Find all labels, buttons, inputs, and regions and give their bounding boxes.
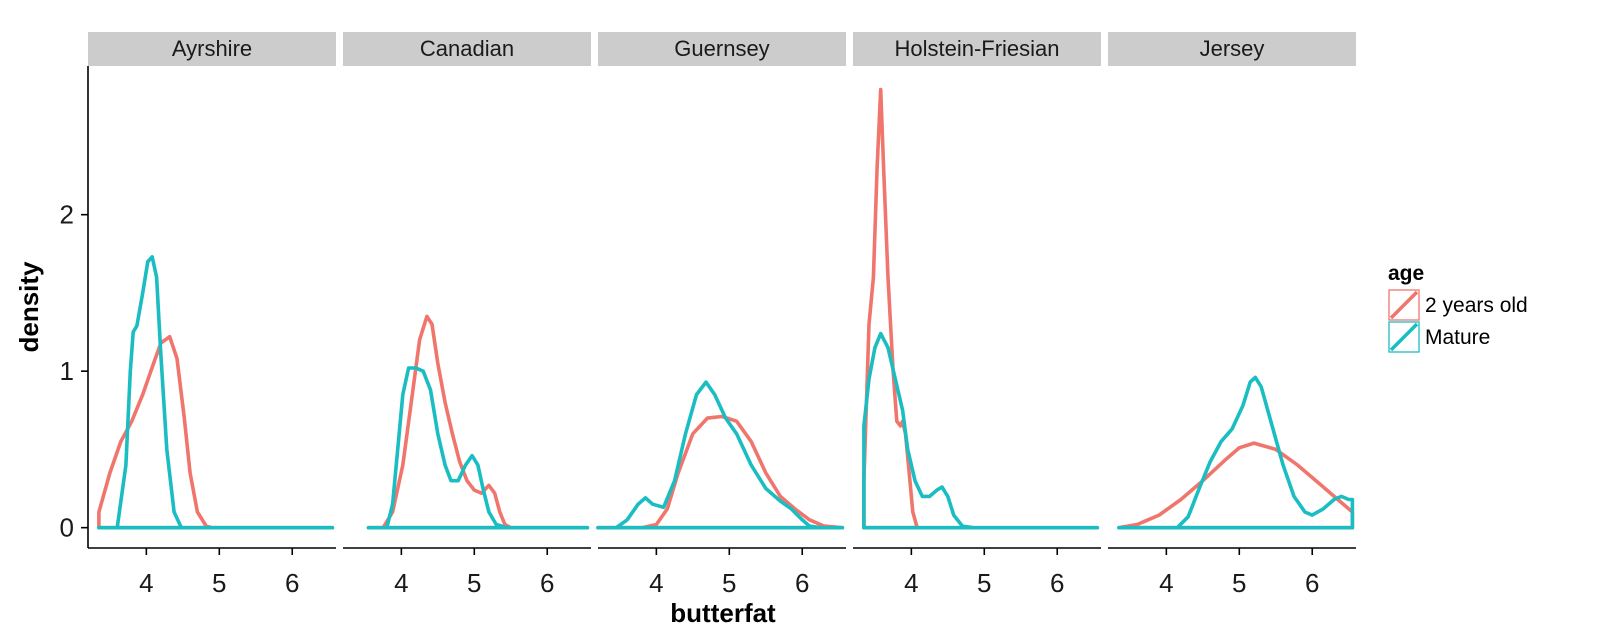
density-curve-mature — [97, 255, 335, 530]
legend-key-line — [1389, 290, 1419, 320]
facet-strip — [598, 32, 846, 66]
x-tick-label: 5 — [1232, 568, 1246, 598]
facet-holstein-friesian: Holstein-Friesian 4 5 6 — [853, 32, 1101, 598]
x-tick-label: 4 — [1159, 568, 1173, 598]
facet-strip — [88, 32, 336, 66]
facet-strip-label: Holstein-Friesian — [894, 36, 1059, 61]
x-tick-label: 5 — [977, 568, 991, 598]
y-tick-label: 1 — [60, 356, 74, 386]
legend-items: 2 years old Mature — [1388, 289, 1528, 353]
x-tick-label: 6 — [795, 568, 809, 598]
density-curve-2-years-old — [97, 334, 335, 530]
x-tick-label: 5 — [467, 568, 481, 598]
facet-ayrshire: Ayrshire 4 5 6 — [88, 32, 336, 598]
legend-item: Mature — [1388, 321, 1490, 353]
facet-jersey: Jersey 4 5 6 — [1108, 32, 1356, 598]
legend-title: age — [1388, 262, 1424, 285]
density-curve-2-years-old — [366, 314, 590, 530]
facet-strip-label: Guernsey — [674, 36, 769, 61]
density-curve-mature — [862, 331, 1100, 530]
x-tick-label: 6 — [1050, 568, 1064, 598]
x-tick-label: 4 — [904, 568, 918, 598]
y-tick-label: 2 — [60, 200, 74, 230]
facet-strip-label: Canadian — [420, 36, 514, 61]
density-curve-mature — [366, 366, 590, 530]
facet-guernsey: Guernsey 4 5 6 — [596, 32, 846, 598]
legend: age 2 years old Mature — [1388, 262, 1528, 353]
x-tick-label: 4 — [139, 568, 153, 598]
facet-canadian: Canadian 4 5 6 — [343, 32, 591, 598]
facet-strip — [853, 32, 1101, 66]
legend-label: 2 years old — [1425, 294, 1528, 317]
x-tick-label: 5 — [212, 568, 226, 598]
legend-label: Mature — [1425, 326, 1490, 349]
y-tick-label: 0 — [60, 513, 74, 543]
x-tick-label: 6 — [285, 568, 299, 598]
density-curve-2-years-old — [1117, 441, 1355, 530]
density-curve-mature — [1117, 375, 1355, 530]
x-tick-label: 6 — [1305, 568, 1319, 598]
facet-strip-label: Jersey — [1200, 36, 1265, 61]
facet-strip — [343, 32, 591, 66]
y-axis: 0 1 2 — [60, 66, 89, 548]
legend-key-line — [1389, 322, 1419, 352]
x-tick-label: 5 — [722, 568, 736, 598]
density-curve-mature — [596, 380, 845, 530]
facet-strip-label: Ayrshire — [172, 36, 252, 61]
legend-item: 2 years old — [1388, 289, 1528, 321]
x-axis-title: butterfat — [670, 598, 776, 628]
x-tick-label: 4 — [394, 568, 408, 598]
x-tick-label: 6 — [540, 568, 554, 598]
x-tick-label: 4 — [649, 568, 663, 598]
density-curve-2-years-old — [596, 414, 845, 530]
y-axis-title: density — [14, 261, 44, 353]
facet-strip — [1108, 32, 1356, 66]
